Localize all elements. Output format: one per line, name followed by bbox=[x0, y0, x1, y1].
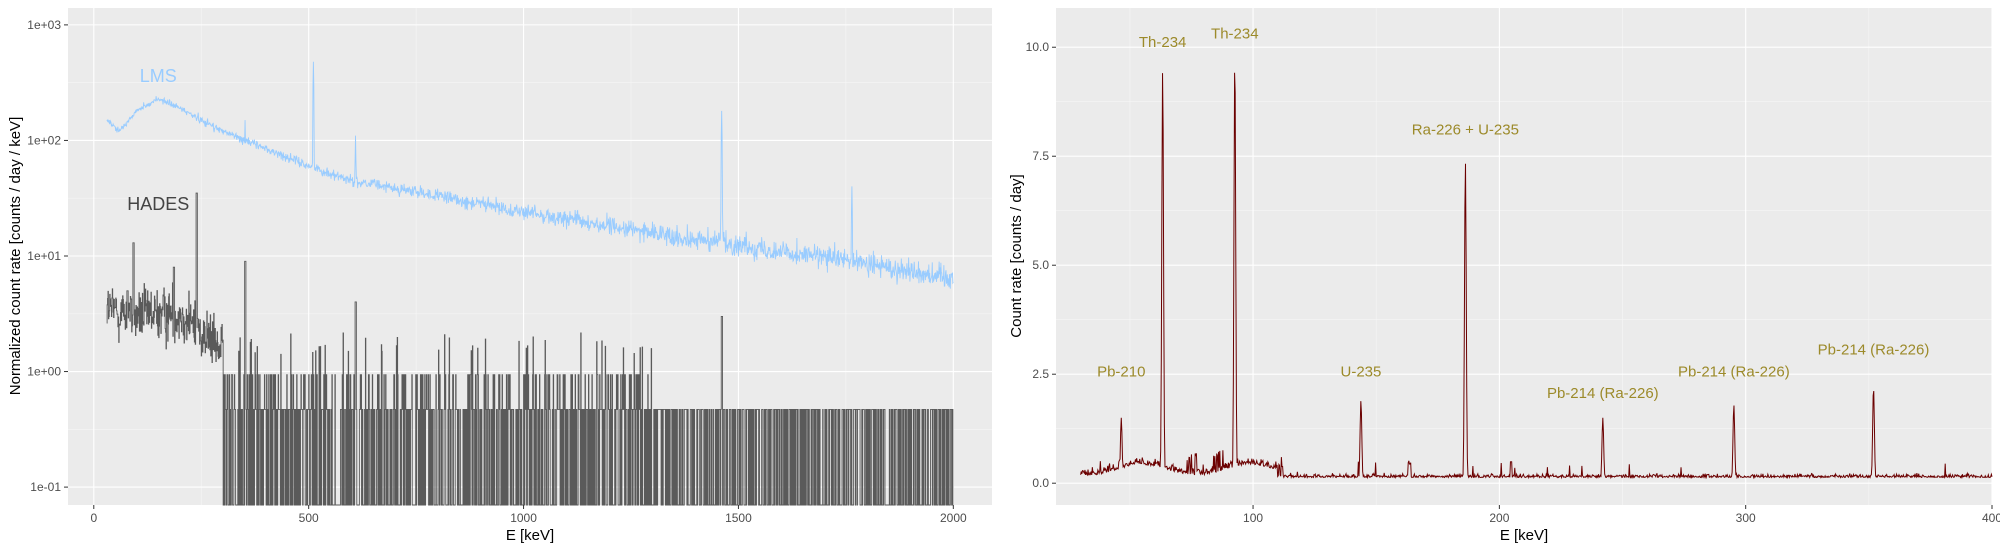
right-series bbox=[1080, 72, 1993, 480]
left-y-tick-label: 1e+02 bbox=[27, 133, 61, 147]
left-y-tick-label: 1e-01 bbox=[30, 480, 61, 494]
right-annotations: Pb-210 Th-234 Th-234 U-235 Ra-226 + U-235 Pb-… bbox=[1097, 26, 1929, 403]
left-x-tick-label: 2000 bbox=[940, 511, 967, 525]
left-y-axis-title: Normalized count rate [counts / day / ke… bbox=[7, 117, 24, 395]
count-rate-series-line bbox=[1080, 72, 1993, 480]
left-x-tick-label: 500 bbox=[299, 511, 319, 525]
left-y-tick-label: 1e+03 bbox=[27, 18, 61, 32]
right-x-tick-label: 200 bbox=[1489, 511, 1509, 525]
peak-annotation: Pb-214 (Ra-226) bbox=[1678, 363, 1790, 380]
left-y-tick-label: 1e+00 bbox=[27, 365, 61, 379]
peak-annotation: Ra-226 + U-235 bbox=[1412, 121, 1519, 138]
lms-label: LMS bbox=[140, 66, 177, 86]
right-y-tick-label: 10.0 bbox=[1026, 40, 1050, 54]
peak-annotation: Th-234 bbox=[1139, 34, 1187, 51]
left-y-ticks: 1e-01 1e+00 1e+01 1e+02 1e+03 bbox=[27, 18, 68, 494]
right-panel: Pb-210 Th-234 Th-234 U-235 Ra-226 + U-235 Pb-… bbox=[1008, 8, 2000, 544]
right-y-tick-label: 5.0 bbox=[1032, 258, 1049, 272]
left-x-tick-label: 1000 bbox=[510, 511, 537, 525]
peak-annotation: Pb-214 (Ra-226) bbox=[1547, 385, 1659, 402]
right-x-axis-title: E [keV] bbox=[1500, 527, 1548, 544]
hades-series-line bbox=[106, 192, 954, 506]
right-x-tick-label: 100 bbox=[1243, 511, 1263, 525]
left-panel: LMS HADES 1e-01 1e+00 1e+01 1e+02 1e+03 0 500 1… bbox=[7, 8, 992, 544]
right-x-tick-label: 300 bbox=[1736, 511, 1756, 525]
hades-label: HADES bbox=[127, 194, 189, 214]
peak-annotation: U-235 bbox=[1341, 363, 1382, 380]
left-x-axis-title: E [keV] bbox=[506, 527, 554, 544]
right-x-tick-label: 400 bbox=[1982, 511, 2000, 525]
right-grid bbox=[1056, 8, 1993, 505]
left-y-tick-label: 1e+01 bbox=[27, 249, 61, 263]
lms-series-line bbox=[106, 61, 954, 289]
left-x-ticks: 0 500 1000 1500 2000 bbox=[90, 505, 967, 525]
right-y-tick-label: 2.5 bbox=[1032, 367, 1049, 381]
left-series-labels: LMS HADES bbox=[127, 66, 189, 214]
peak-annotation: Pb-210 bbox=[1097, 363, 1145, 380]
right-y-ticks: 0.0 2.5 5.0 7.5 10.0 bbox=[1026, 40, 1056, 490]
peak-annotation: Pb-214 (Ra-226) bbox=[1818, 342, 1930, 359]
right-panel-background bbox=[1056, 8, 1992, 505]
peak-annotation: Th-234 bbox=[1211, 26, 1259, 43]
left-x-tick-label: 1500 bbox=[725, 511, 752, 525]
right-x-ticks: 100 200 300 400 bbox=[1243, 505, 2000, 525]
right-y-tick-label: 7.5 bbox=[1032, 149, 1049, 163]
right-y-tick-label: 0.0 bbox=[1032, 476, 1049, 490]
left-series bbox=[106, 61, 954, 506]
right-y-axis-title: Count rate [counts / day] bbox=[1008, 174, 1025, 337]
left-x-tick-label: 0 bbox=[90, 511, 97, 525]
